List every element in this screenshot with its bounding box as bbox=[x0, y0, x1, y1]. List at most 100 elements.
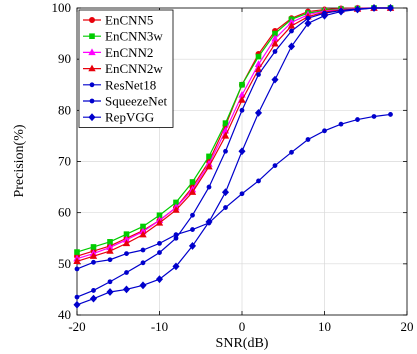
legend-label: EnCNN2 bbox=[105, 45, 153, 60]
data-point bbox=[337, 7, 345, 16]
data-point bbox=[206, 153, 212, 160]
data-point bbox=[122, 285, 131, 294]
data-point bbox=[74, 249, 80, 255]
data-point bbox=[190, 212, 195, 218]
data-point bbox=[287, 42, 296, 51]
axis-ticks: -20 -10 0 10 20 40 50 60 70 80 90 100 bbox=[52, 0, 414, 334]
legend-item: EnCNN2 bbox=[83, 45, 153, 60]
data-point bbox=[271, 75, 279, 84]
data-point bbox=[188, 242, 197, 250]
data-point bbox=[155, 275, 164, 284]
data-point bbox=[289, 149, 294, 155]
data-point bbox=[172, 206, 180, 213]
data-point bbox=[157, 240, 162, 246]
x-tick-label: 20 bbox=[401, 319, 414, 334]
data-point bbox=[370, 4, 378, 12]
data-point bbox=[221, 188, 230, 197]
data-point bbox=[173, 235, 179, 241]
data-point bbox=[287, 21, 296, 29]
legend-label: EnCNN2w bbox=[105, 61, 163, 76]
legend-item: EnCNN3w bbox=[83, 29, 163, 44]
data-point bbox=[106, 247, 114, 254]
data-point bbox=[106, 288, 114, 296]
x-axis-label: SNR(dB) bbox=[216, 336, 269, 351]
data-point bbox=[305, 137, 311, 142]
data-point bbox=[90, 244, 97, 250]
data-point bbox=[189, 179, 196, 185]
data-point bbox=[73, 300, 81, 309]
data-point bbox=[172, 262, 180, 271]
data-point bbox=[139, 281, 147, 290]
data-point bbox=[74, 294, 80, 300]
y-tick-label: 60 bbox=[58, 205, 71, 220]
data-point bbox=[223, 148, 228, 154]
legend-item: SqueezeNet bbox=[83, 94, 167, 109]
data-point bbox=[206, 184, 212, 190]
legend-item: RepVGG bbox=[83, 110, 154, 125]
series-resnet18 bbox=[74, 112, 393, 272]
data-point bbox=[222, 120, 229, 126]
data-point bbox=[304, 19, 312, 28]
x-tick-label: -10 bbox=[151, 319, 168, 334]
data-point bbox=[256, 72, 261, 77]
data-point bbox=[124, 270, 129, 275]
data-point bbox=[388, 112, 393, 117]
data-point bbox=[371, 114, 377, 119]
data-point bbox=[353, 5, 362, 14]
data-point bbox=[188, 188, 197, 195]
data-point bbox=[139, 230, 147, 238]
data-point bbox=[73, 257, 81, 264]
data-point bbox=[355, 117, 360, 122]
data-point bbox=[255, 53, 262, 60]
legend-marker bbox=[89, 33, 95, 39]
legend-item: EnCNN5 bbox=[83, 13, 153, 28]
x-tick-label: 0 bbox=[239, 319, 246, 334]
data-point bbox=[239, 81, 245, 88]
data-point bbox=[338, 121, 344, 127]
legend-label: EnCNN5 bbox=[105, 13, 153, 28]
y-axis-label: Precision(%) bbox=[12, 124, 27, 197]
series-lines bbox=[73, 3, 395, 309]
y-tick-label: 40 bbox=[58, 307, 71, 322]
data-point bbox=[157, 250, 162, 255]
data-point bbox=[155, 218, 164, 226]
data-point bbox=[122, 239, 131, 247]
y-tick-label: 80 bbox=[58, 102, 71, 117]
data-point bbox=[89, 252, 98, 259]
legend-marker bbox=[88, 113, 96, 122]
data-point bbox=[91, 288, 96, 293]
data-point bbox=[124, 251, 129, 257]
data-point bbox=[89, 294, 98, 303]
legend-label: ResNet18 bbox=[105, 77, 156, 92]
data-point bbox=[238, 96, 246, 103]
data-point bbox=[107, 279, 113, 285]
data-point bbox=[289, 28, 294, 34]
x-tick-label: -20 bbox=[68, 319, 85, 334]
data-point bbox=[140, 260, 146, 266]
data-point bbox=[223, 205, 228, 210]
legend-marker bbox=[89, 82, 95, 88]
series-repvgg bbox=[73, 4, 395, 309]
legend-marker bbox=[88, 48, 96, 56]
y-tick-label: 100 bbox=[52, 0, 72, 15]
data-point bbox=[254, 65, 263, 73]
data-point bbox=[254, 108, 263, 117]
series-line bbox=[76, 113, 391, 270]
data-point bbox=[320, 11, 329, 20]
data-point bbox=[205, 162, 213, 170]
x-tick-label: 10 bbox=[318, 319, 331, 334]
data-point bbox=[256, 178, 261, 184]
y-tick-label: 50 bbox=[58, 256, 71, 271]
legend-label: SqueezeNet bbox=[105, 94, 167, 109]
data-point bbox=[322, 128, 327, 134]
legend-item: ResNet18 bbox=[83, 77, 156, 92]
legend-marker bbox=[89, 16, 96, 23]
data-point bbox=[91, 259, 96, 265]
data-point bbox=[140, 247, 146, 253]
data-point bbox=[190, 227, 195, 232]
y-tick-label: 70 bbox=[58, 154, 71, 169]
legend-item: EnCNN2w bbox=[83, 61, 163, 76]
data-point bbox=[74, 266, 80, 272]
